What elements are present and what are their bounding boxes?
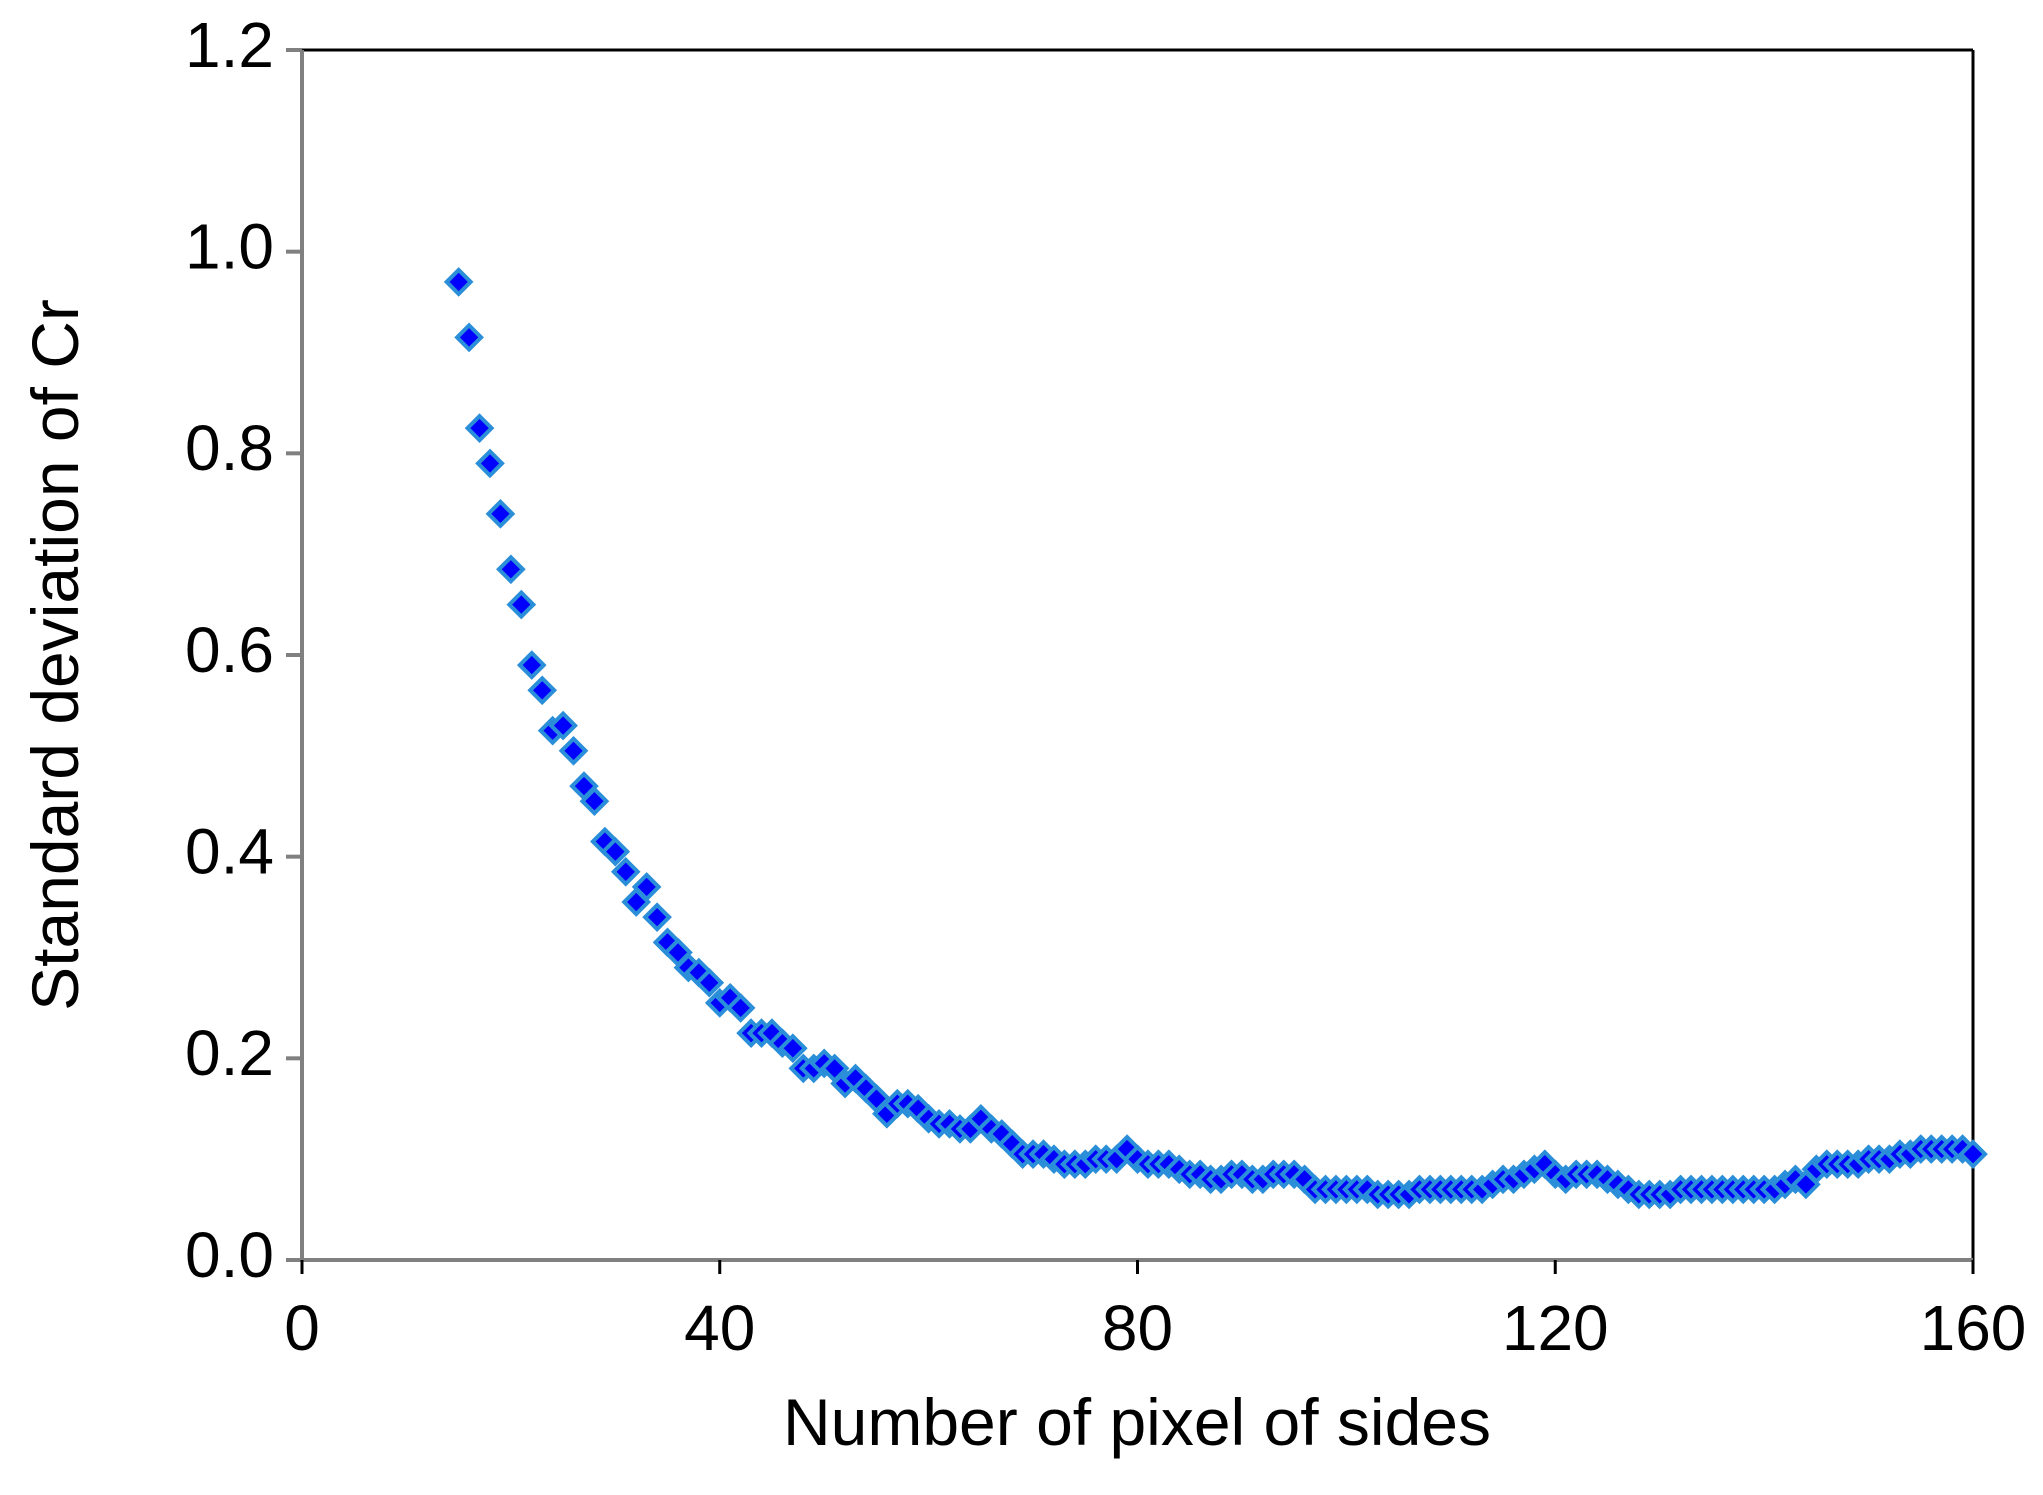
x-tick-label: 160 [1920,1292,2027,1364]
y-tick-label: 0.8 [185,412,274,484]
data-point [778,1033,808,1064]
data-point [464,413,495,443]
data-point [631,872,662,902]
data-point [506,589,537,620]
x-axis-title: Number of pixel of sides [783,1385,1491,1459]
data-point [600,836,631,867]
data-point [610,856,641,887]
y-tick-label: 0.4 [185,816,274,888]
y-tick-label: 0.2 [185,1017,274,1089]
data-point [516,650,547,680]
data-point [443,267,474,297]
x-tick-label: 40 [684,1292,755,1364]
data-point [642,902,672,932]
x-tick-label: 80 [1102,1292,1173,1364]
data-point [1958,1139,1988,1169]
y-tick-label: 1.2 [185,9,274,81]
data-point [579,786,610,817]
data-point [496,554,526,585]
data-point [548,710,578,741]
x-tick-label: 0 [284,1292,320,1364]
data-point [558,735,589,766]
data-point [725,993,756,1023]
y-tick-label: 0.0 [185,1219,274,1291]
data-point [454,322,484,353]
x-tick-label: 120 [1502,1292,1609,1364]
data-point [527,675,558,706]
y-tick-label: 0.6 [185,614,274,686]
data-point [694,967,725,998]
y-axis-title: Standard deviation of Cr [18,299,92,1011]
y-tick-label: 1.0 [185,211,274,283]
data-point [485,499,516,529]
data-point [475,448,505,479]
